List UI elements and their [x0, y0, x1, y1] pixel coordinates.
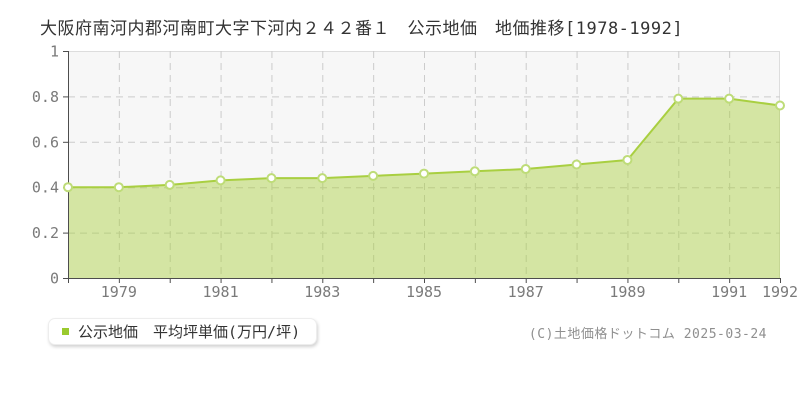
data-point	[317, 173, 328, 184]
y-tick-label: 1	[50, 43, 59, 61]
data-point	[63, 182, 73, 193]
x-tick-label: 1992	[762, 283, 798, 301]
x-tick-label: 1983	[304, 283, 340, 301]
chart-title: 大阪府南河内郡河南町大字下河内２４２番１ 公示地価 地価推移[1978-1992…	[40, 19, 684, 39]
legend-bullet-icon	[62, 328, 69, 335]
data-point	[368, 170, 379, 181]
data-point	[164, 179, 175, 190]
data-point	[469, 166, 480, 177]
data-point	[419, 168, 429, 179]
data-point	[622, 154, 633, 165]
y-tick-label: 0.6	[32, 133, 59, 151]
data-point	[113, 182, 124, 193]
y-tick-label: 0.8	[32, 88, 59, 106]
legend-label: 公示地価 平均坪単価(万円/坪)	[78, 323, 301, 341]
data-point	[520, 164, 531, 175]
x-tick-label: 1981	[203, 283, 239, 301]
legend: 公示地価 平均坪単価(万円/坪)	[48, 318, 318, 345]
x-tick-label: 1985	[406, 283, 442, 301]
data-point	[775, 100, 785, 111]
data-point	[724, 93, 735, 104]
y-tick-label: 0.2	[32, 224, 59, 242]
area-fill	[68, 98, 780, 278]
x-tick-label: 1987	[508, 283, 544, 301]
y-tick-label: 0.4	[32, 179, 59, 197]
y-tick-label: 0	[50, 270, 59, 288]
x-tick-label: 1979	[101, 283, 137, 301]
data-point	[266, 173, 277, 184]
data-point	[215, 175, 226, 186]
copyright-note: (C)土地価格ドットコム 2025-03-24	[528, 327, 767, 342]
x-tick-label: 1991	[711, 283, 747, 301]
x-tick-label: 1989	[609, 283, 645, 301]
data-point	[673, 93, 684, 104]
data-point	[571, 159, 582, 170]
